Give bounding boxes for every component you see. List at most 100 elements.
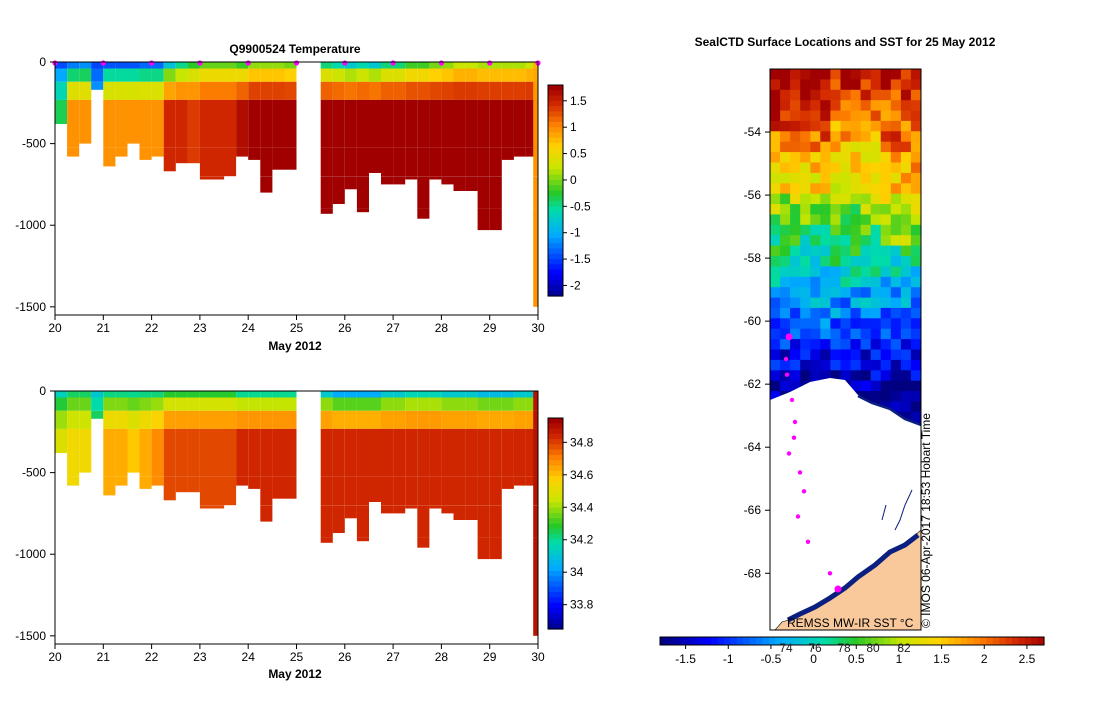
profile-cell	[284, 397, 297, 411]
seal-location-marker	[801, 489, 807, 494]
sst-cell	[800, 214, 811, 226]
profile-cell	[441, 62, 454, 69]
sst-cell	[900, 266, 912, 278]
sst-cell	[870, 391, 882, 402]
colorbar-segment	[548, 201, 563, 207]
sst-cell	[830, 131, 841, 143]
profile-cell	[151, 410, 164, 429]
profile-cell	[489, 147, 502, 177]
sst-cell	[780, 256, 791, 267]
profile-cell	[103, 81, 116, 100]
sst-cell	[800, 339, 811, 350]
surface-marker	[100, 60, 106, 66]
colorbar-segment	[548, 190, 563, 197]
profile-cell	[67, 410, 80, 429]
profile-cell	[344, 62, 357, 69]
colorbar-segment	[548, 518, 563, 525]
profile-cell	[465, 397, 478, 411]
profile-cell	[151, 99, 164, 122]
sst-cell	[880, 204, 892, 215]
profile-cell	[441, 81, 454, 100]
sst-cell	[830, 235, 841, 247]
sst-cell	[770, 120, 781, 132]
sst-cell	[860, 141, 872, 153]
sst-cell	[880, 391, 892, 402]
profile-cell	[103, 476, 116, 496]
map-colorbar-segment	[1012, 637, 1019, 645]
colorbar-segment	[548, 597, 563, 604]
sst-cell	[860, 100, 872, 112]
colorbar-segment	[548, 428, 563, 435]
profile-cell	[533, 208, 538, 307]
sst-cell	[770, 214, 781, 226]
sst-cell	[780, 359, 791, 371]
profile-cell	[489, 176, 502, 209]
sst-cell	[910, 266, 921, 278]
profile-cell	[67, 451, 80, 477]
profile-cell	[139, 68, 152, 82]
colorbar-segment	[548, 486, 563, 493]
sst-cell	[810, 307, 821, 319]
profile-cell	[525, 391, 538, 398]
sst-cell	[910, 69, 921, 80]
y-tick-label: -1000	[15, 218, 46, 232]
map-colorbar-overlay-label: 76	[808, 641, 822, 655]
sst-cell	[780, 152, 791, 163]
sst-cell	[890, 235, 902, 247]
sst-cell	[850, 172, 862, 184]
map-colorbar-segment	[852, 637, 859, 645]
profile-cell	[513, 397, 526, 411]
profile-cell	[272, 476, 285, 499]
sst-cell	[820, 245, 831, 257]
colorbar-tick-label: 0	[570, 173, 577, 187]
sst-cell	[780, 79, 791, 91]
map-colorbar-segment	[954, 637, 962, 645]
sst-cell	[910, 339, 921, 350]
profile-cell	[151, 68, 164, 82]
profile-cell	[175, 99, 188, 122]
map-colorbar-overlay-label: 74	[779, 641, 793, 655]
coastal-ice-strip	[786, 533, 920, 623]
sst-cell	[780, 380, 791, 392]
profile-cell	[368, 428, 381, 451]
profile-cell	[465, 451, 478, 477]
ice-edge-margin	[857, 394, 921, 427]
profile-cell	[199, 505, 212, 509]
sst-cell	[870, 307, 882, 319]
colorbar-segment	[548, 206, 563, 213]
sst-cell	[840, 224, 852, 236]
profile-cell	[212, 62, 225, 69]
profile-cell	[320, 176, 333, 209]
profile-cell	[284, 476, 297, 499]
profile-cell	[477, 147, 490, 177]
sst-cell	[770, 110, 781, 122]
sst-cell	[900, 120, 912, 132]
sst-cell	[820, 79, 831, 91]
sst-cell	[890, 100, 902, 112]
profile-cell	[417, 451, 430, 477]
x-tick-label: 26	[338, 650, 352, 664]
sst-cell	[890, 349, 902, 361]
sst-cell	[810, 89, 821, 101]
sst-cell	[820, 183, 831, 195]
profile-cell	[272, 391, 285, 398]
sst-cell	[810, 224, 821, 236]
profile-cell	[453, 62, 466, 69]
profile-cell	[501, 410, 514, 429]
sst-cell	[860, 172, 872, 184]
sst-cell	[880, 152, 892, 163]
profile-cell	[224, 99, 237, 122]
sst-cell	[850, 79, 862, 91]
sst-cell	[870, 141, 882, 153]
sst-cell	[830, 349, 841, 361]
map-credit: © IMOS 06-Apr-2017 18:53 Hobart Time	[919, 413, 933, 628]
profile-cell	[260, 397, 273, 411]
sst-cell	[780, 328, 791, 340]
profile-cell	[127, 122, 140, 144]
sst-cell	[860, 370, 872, 382]
profile-cell	[284, 68, 297, 82]
profile-cell	[284, 99, 297, 122]
sst-cell	[900, 318, 912, 330]
sst-cell	[780, 204, 791, 215]
profile-cell	[332, 176, 345, 204]
